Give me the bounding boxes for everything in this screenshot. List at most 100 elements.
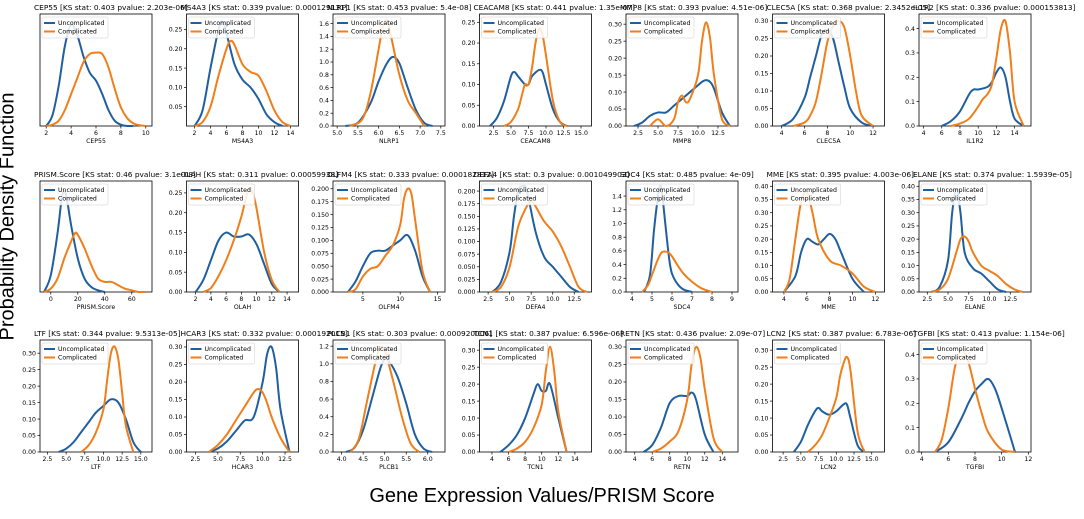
y-tick-label: 0.25: [755, 223, 769, 230]
legend-label-complicated: Complicated: [205, 29, 244, 36]
y-tick-label: 0.40: [755, 183, 769, 190]
x-axis-label: CEACAM8: [520, 138, 550, 145]
legend-label-uncomplicated: Uncomplicated: [791, 20, 837, 27]
legend-label-complicated: Complicated: [58, 29, 97, 36]
y-tick-label: 0.20: [755, 381, 769, 388]
y-tick-label: 0.00: [608, 123, 622, 130]
legend-box: [188, 183, 255, 206]
subplot-title: OLFM4 [KS stat: 0.333 pvalue: 0.00018281…: [327, 170, 494, 179]
subplot-title: CLEC5A [KS stat: 0.368 pvalue: 2.3452e-0…: [767, 3, 931, 12]
legend-box: [334, 342, 402, 365]
legend-label-uncomplicated: Uncomplicated: [205, 346, 251, 353]
y-tick-label: 0.05: [755, 106, 769, 113]
y-tick-label: 0.4: [319, 414, 329, 421]
legend-box: [481, 183, 548, 206]
legend-label-uncomplicated: Uncomplicated: [205, 187, 251, 194]
x-tick-label: 12: [271, 130, 279, 137]
subplot-title: LTF [KS stat: 0.344 pvalue: 9.5313e-05]: [34, 329, 181, 338]
legend-box: [41, 183, 109, 206]
y-tick-label: 0.15: [169, 230, 183, 237]
series-line-complicated: [508, 345, 568, 453]
series-line-uncomplicated: [633, 79, 731, 127]
legend-label-uncomplicated: Uncomplicated: [58, 346, 104, 353]
series-line-uncomplicated: [345, 55, 433, 127]
y-tick-label: 0.05: [755, 276, 769, 283]
y-tick-label: 0.30: [608, 21, 622, 28]
y-tick-label: 0.00: [755, 289, 769, 296]
y-tick-label: 0.25: [462, 19, 476, 26]
y-tick-label: 0.20: [901, 236, 915, 243]
y-tick-label: 0.200: [311, 186, 329, 193]
y-tick-label: 0.2: [319, 110, 329, 117]
legend-label-complicated: Complicated: [498, 196, 537, 203]
y-tick-label: 0.25: [462, 364, 476, 371]
legend-label-uncomplicated: Uncomplicated: [644, 187, 690, 194]
x-tick-label: 10: [998, 456, 1006, 463]
y-tick-label: 0.15: [462, 61, 476, 68]
x-tick-label: 10.0: [829, 456, 843, 463]
y-tick-label: 0.20: [755, 53, 769, 60]
y-tick-label: 0.30: [755, 210, 769, 217]
x-tick-label: 15.0: [574, 130, 588, 137]
x-tick-label: 12.5: [847, 456, 861, 463]
y-tick-label: 0.05: [608, 432, 622, 439]
y-tick-label: 0.0: [319, 449, 329, 456]
legend-box: [41, 16, 109, 39]
legend-box: [920, 16, 988, 39]
legend-label-complicated: Complicated: [351, 29, 390, 36]
x-tick-label: 10.0: [256, 456, 270, 463]
y-tick-label: 0.20: [608, 55, 622, 62]
x-tick-label: 8: [958, 130, 962, 137]
x-tick-label: 7.5: [814, 456, 824, 463]
axes-frame: [39, 180, 153, 293]
y-tick-label: 0.05: [462, 102, 476, 109]
series-line-uncomplicated: [934, 377, 1016, 453]
x-tick-label: 8: [828, 296, 832, 303]
y-tick-label: 0.35: [901, 197, 915, 204]
y-tick-label: 0.25: [169, 362, 183, 369]
y-tick-label: 0.10: [462, 82, 476, 89]
x-tick-label: 2.5: [922, 296, 932, 303]
legend-label-uncomplicated: Uncomplicated: [351, 20, 397, 27]
y-tick-label: 0.25: [608, 362, 622, 369]
y-tick-label: 0.00: [608, 449, 622, 456]
y-tick-label: 0.10: [608, 414, 622, 421]
series-line-complicated: [931, 235, 1024, 293]
y-tick-label: 0.40: [901, 183, 915, 190]
subplot-il1r2: IL1R2 [KS stat: 0.336 pvalue: 0.00015381…: [905, 3, 1075, 145]
legend-box: [334, 183, 402, 206]
y-tick-label: 0.125: [458, 226, 476, 233]
x-tick-label: 2: [194, 296, 198, 303]
subplot-title: MS4A3 [KS stat: 0.339 pvalue: 0.00012913…: [181, 3, 348, 12]
y-tick-label: 0.10: [755, 263, 769, 270]
y-tick-label: 0.10: [755, 88, 769, 95]
y-tick-label: 0.20: [169, 210, 183, 217]
y-tick-label: 0.2: [319, 432, 329, 439]
x-tick-label: 10: [396, 296, 404, 303]
x-tick-label: 10: [974, 130, 982, 137]
y-tick-label: 0.025: [311, 276, 329, 283]
y-tick-label: 0.000: [311, 289, 329, 296]
legend-label-complicated: Complicated: [351, 355, 390, 362]
subplot-title: PRISM.Score [KS stat: 0.46 pvalue: 3.1e-…: [34, 170, 196, 179]
x-tick-label: 4: [630, 296, 634, 303]
axes-frame: [479, 13, 592, 127]
legend-label-complicated: Complicated: [205, 355, 244, 362]
subplot-defa4: DEFA4 [KS stat: 0.3 pvalue: 0.001049903]…: [458, 170, 630, 311]
y-tick-label: 0.10: [462, 415, 476, 422]
x-tick-label: 12: [554, 456, 562, 463]
y-tick-label: 0.4: [612, 262, 622, 269]
legend-label-uncomplicated: Uncomplicated: [644, 346, 690, 353]
subplot-title: MME [KS stat: 0.395 pvalue: 4.003e-06]: [767, 170, 915, 179]
legend-label-uncomplicated: Uncomplicated: [498, 346, 544, 353]
x-axis-label: LTF: [91, 464, 101, 471]
axes-frame: [772, 180, 885, 293]
legend-box: [481, 16, 548, 39]
legend-label-uncomplicated: Uncomplicated: [937, 20, 983, 27]
axes-frame: [479, 339, 592, 453]
series-line-uncomplicated: [193, 20, 283, 127]
y-tick-label: 0.4: [905, 26, 915, 33]
y-tick-label: 0.25: [169, 27, 183, 34]
y-tick-label: 0.3: [905, 50, 915, 57]
y-tick-label: 0.00: [22, 449, 36, 456]
